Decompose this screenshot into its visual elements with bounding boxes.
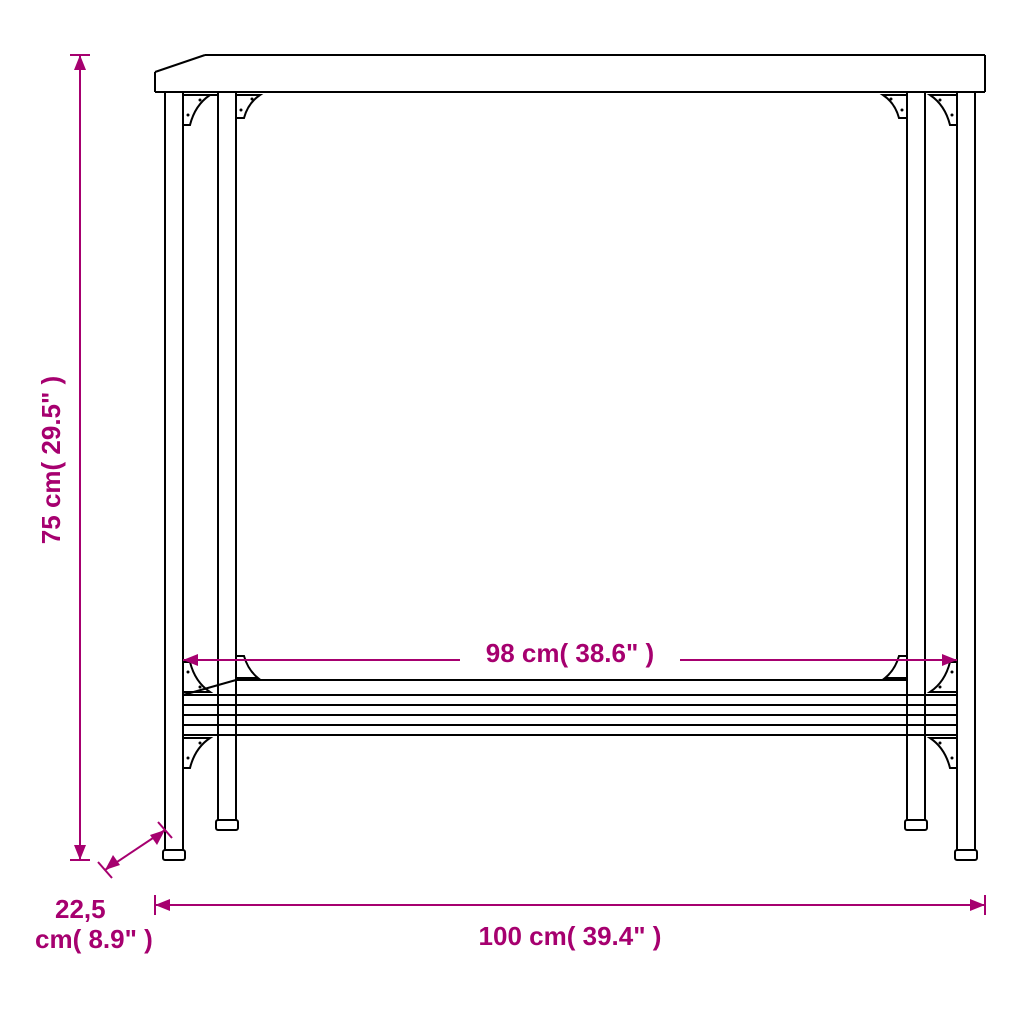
width-label: 100 cm( 39.4" ) [479,921,662,951]
depth-label: 22,5 [55,894,106,924]
height-label: 75 cm( 29.5" ) [36,376,66,544]
depth-label-2: cm( 8.9" ) [35,924,153,954]
shelf-width-label: 98 cm( 38.6" ) [486,638,654,668]
